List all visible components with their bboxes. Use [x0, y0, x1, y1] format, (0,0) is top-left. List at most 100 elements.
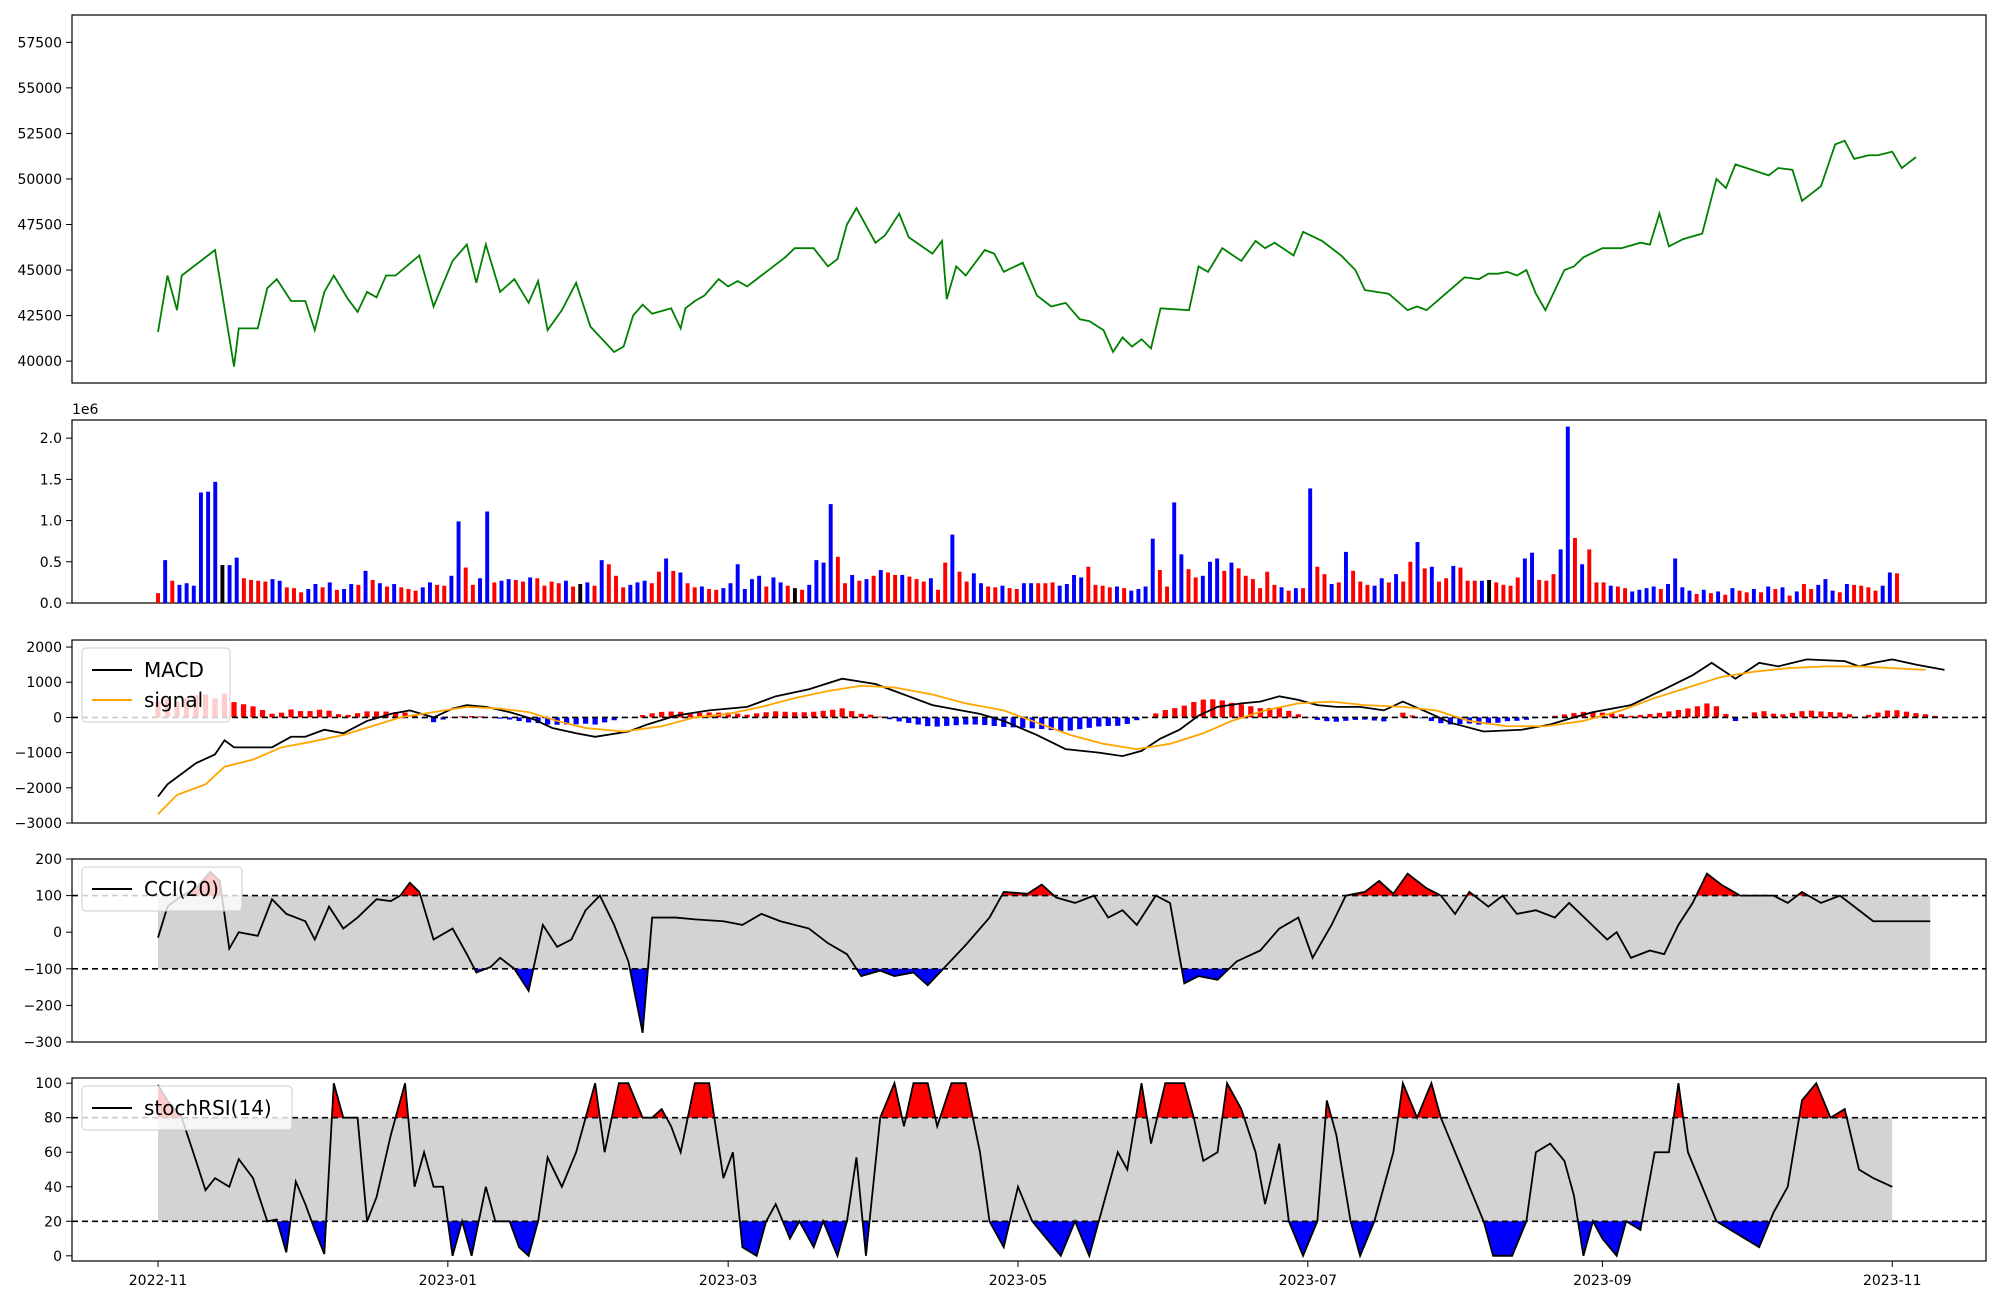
macd-histogram-bar [1809, 711, 1814, 718]
volume-bar [929, 578, 933, 603]
cci-ytick-label: 100 [35, 889, 62, 905]
macd-histogram-bar [1182, 706, 1187, 718]
volume-bar [779, 582, 783, 603]
volume-bar [1101, 586, 1105, 603]
macd-histogram-bar [1495, 717, 1500, 722]
volume-bar [1559, 549, 1563, 603]
volume-ytick-label: 1.5 [40, 472, 62, 488]
volume-bar [729, 583, 733, 603]
macd-histogram-bar [821, 711, 826, 718]
volume-bar [829, 504, 833, 603]
volume-bar [678, 573, 682, 604]
price-ytick-label: 47500 [17, 218, 62, 234]
volume-bar [1623, 588, 1627, 603]
volume-bar [364, 571, 368, 603]
macd-histogram-bar [1115, 717, 1120, 725]
volume-bar [1537, 580, 1541, 603]
volume-bar [1401, 582, 1405, 603]
volume-bar [335, 590, 339, 603]
volume-bar [1501, 585, 1505, 603]
price-axes-frame [72, 15, 1986, 383]
volume-bar [535, 578, 539, 603]
macd-histogram-bar [944, 717, 949, 725]
volume-bar [1172, 502, 1176, 603]
volume-bar [464, 568, 468, 603]
price-ytick-label: 45000 [17, 263, 62, 279]
volume-bar [1630, 591, 1634, 603]
volume-bar [578, 584, 582, 603]
volume-bar [399, 587, 403, 603]
macd-histogram-bar [260, 710, 265, 717]
volume-bar [1487, 580, 1491, 603]
volume-bar [786, 586, 790, 603]
macd-histogram-bar [593, 717, 598, 724]
volume-bar [721, 588, 725, 603]
volume-bar [1523, 558, 1527, 603]
volume-bar [228, 565, 232, 603]
macd-legend-label: MACD [144, 658, 204, 682]
volume-bar [585, 582, 589, 603]
macd-ytick-label: −3000 [15, 816, 62, 832]
volume-bar [321, 587, 325, 603]
volume-bar [979, 583, 983, 603]
volume-bar [1315, 567, 1319, 603]
time-tick-label: 2023-07 [1279, 1273, 1338, 1289]
volume-bar [1237, 568, 1241, 603]
volume-bar [1201, 576, 1205, 603]
volume-bar [1709, 593, 1713, 603]
volume-bar [800, 590, 804, 603]
volume-bar [936, 590, 940, 603]
volume-bar [1015, 589, 1019, 603]
volume-bar [700, 587, 704, 603]
volume-bar [1179, 554, 1183, 603]
volume-bar [292, 588, 296, 603]
volume-bar [1752, 589, 1756, 603]
volume-bar [442, 586, 446, 603]
macd-histogram-bar [1277, 707, 1282, 717]
macd-histogram-bar [1904, 712, 1909, 718]
volume-bar [1280, 587, 1284, 603]
volume-bar [1394, 574, 1398, 603]
macd-ytick-label: 1000 [26, 675, 62, 691]
macd-histogram-bar [1476, 717, 1481, 724]
volume-bar [1723, 595, 1727, 603]
volume-bar [907, 577, 911, 603]
volume-offset-label: 1e6 [72, 402, 99, 418]
volume-bar [1494, 582, 1498, 603]
volume-bar [793, 588, 797, 603]
macd-ytick-label: −1000 [15, 746, 62, 762]
volume-bar [1387, 582, 1391, 603]
volume-bar [1265, 572, 1269, 603]
macd-histogram-bar [1837, 712, 1842, 717]
time-tick-label: 2023-03 [699, 1273, 758, 1289]
volume-bar [972, 573, 976, 603]
macd-histogram-bar [1068, 717, 1073, 730]
volume-bar [1509, 586, 1513, 603]
volume-bar [1458, 568, 1462, 603]
time-tick-label: 2023-01 [419, 1273, 478, 1289]
volume-bar [414, 591, 418, 603]
volume-bar [271, 579, 275, 603]
volume-bar [1673, 558, 1677, 603]
volume-bar [1308, 488, 1312, 603]
macd-legend-label: signal [144, 688, 203, 712]
macd-histogram-bar [916, 717, 921, 724]
volume-bar [1301, 588, 1305, 603]
stochrsi-legend-label: stochRSI(14) [144, 1096, 272, 1120]
volume-bar [1086, 567, 1090, 603]
volume-bar [1151, 539, 1155, 603]
volume-bar [471, 585, 475, 603]
volume-bar [893, 575, 897, 603]
volume-bar [600, 560, 604, 603]
volume-bar [1881, 586, 1885, 603]
volume-bar [771, 577, 775, 603]
volume-bar [993, 587, 997, 603]
volume-ytick-label: 2.0 [40, 431, 62, 447]
volume-bar [349, 584, 353, 603]
volume-bar [1859, 586, 1863, 603]
macd-histogram-bar [963, 717, 968, 724]
cci-oversold-fill [158, 969, 1930, 1033]
macd-histogram-bar [1220, 700, 1225, 717]
macd-histogram-bar [574, 717, 579, 724]
